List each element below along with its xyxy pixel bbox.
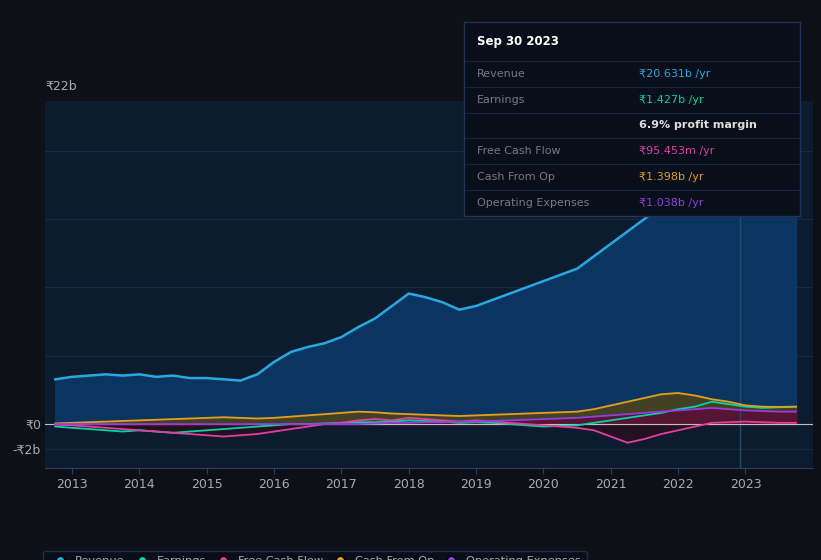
Text: ₹20.631b /yr: ₹20.631b /yr [639, 69, 710, 79]
Text: ₹1.398b /yr: ₹1.398b /yr [639, 172, 704, 182]
Text: Operating Expenses: Operating Expenses [477, 198, 589, 208]
Text: Revenue: Revenue [477, 69, 526, 79]
Text: Free Cash Flow: Free Cash Flow [477, 146, 561, 156]
Text: Earnings: Earnings [477, 95, 525, 105]
Text: Cash From Op: Cash From Op [477, 172, 555, 182]
Text: ₹22b: ₹22b [45, 80, 77, 92]
Text: 6.9% profit margin: 6.9% profit margin [639, 120, 757, 130]
Text: Sep 30 2023: Sep 30 2023 [477, 35, 559, 48]
Text: ₹1.427b /yr: ₹1.427b /yr [639, 95, 704, 105]
Text: ₹95.453m /yr: ₹95.453m /yr [639, 146, 714, 156]
Text: ₹1.038b /yr: ₹1.038b /yr [639, 198, 704, 208]
Legend: Revenue, Earnings, Free Cash Flow, Cash From Op, Operating Expenses: Revenue, Earnings, Free Cash Flow, Cash … [44, 550, 587, 560]
